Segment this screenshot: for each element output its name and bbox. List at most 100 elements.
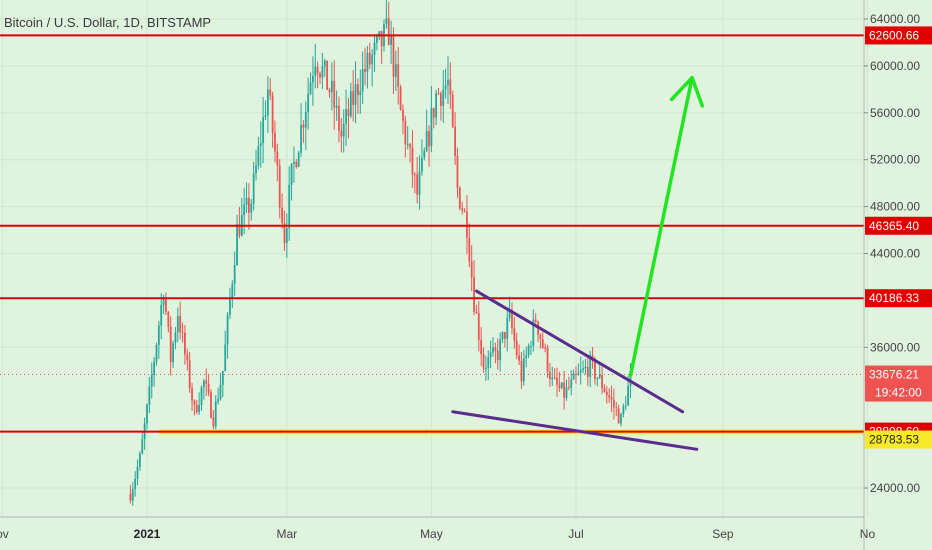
candle-body bbox=[610, 397, 613, 400]
candlesticks bbox=[129, 0, 632, 506]
candle-body bbox=[525, 355, 528, 359]
candle-body bbox=[328, 89, 331, 93]
candle-body bbox=[373, 42, 376, 55]
candle-body bbox=[330, 80, 333, 93]
candle-body bbox=[361, 69, 364, 92]
candle-body bbox=[489, 352, 492, 358]
candle-body bbox=[198, 404, 201, 413]
candle-body bbox=[494, 347, 497, 351]
candle-body bbox=[266, 89, 269, 116]
price-tick-label: 52000.00 bbox=[870, 153, 920, 167]
projection-arrow-head[interactable] bbox=[669, 75, 705, 108]
trendlines[interactable] bbox=[451, 75, 705, 451]
candle-body bbox=[290, 163, 293, 185]
candle-body bbox=[181, 332, 184, 334]
candle-body bbox=[146, 404, 148, 424]
candle-body bbox=[157, 325, 160, 346]
candle-body bbox=[546, 347, 549, 372]
candle-body bbox=[155, 345, 158, 362]
lower-wedge-trendline[interactable] bbox=[451, 410, 699, 451]
candle-body bbox=[418, 171, 421, 195]
candle-body bbox=[131, 489, 134, 501]
price-axis[interactable]: 24000.00 36000.00 44000.00 48000.00 52000.00… bbox=[864, 12, 920, 495]
candle-body bbox=[342, 123, 345, 137]
candle-body bbox=[409, 143, 411, 148]
candle-body bbox=[432, 108, 435, 118]
candle-body bbox=[612, 399, 615, 408]
candle-body bbox=[582, 368, 584, 371]
candle-body bbox=[229, 298, 231, 315]
candle-body bbox=[596, 377, 599, 379]
price-tick-label: 36000.00 bbox=[870, 340, 920, 354]
candle-body bbox=[506, 318, 509, 339]
candle-body bbox=[293, 161, 295, 164]
candle-body bbox=[411, 147, 414, 175]
candle-body bbox=[496, 350, 499, 361]
candle-body bbox=[473, 277, 475, 312]
candle-body bbox=[375, 36, 378, 43]
candle-body bbox=[544, 347, 547, 349]
candle-body bbox=[423, 150, 426, 158]
candle-body bbox=[174, 332, 177, 344]
time-tick-label: ov bbox=[0, 527, 9, 541]
candle-body bbox=[205, 380, 208, 384]
candle-body bbox=[219, 384, 222, 400]
candle-body bbox=[262, 116, 265, 144]
candle-body bbox=[136, 466, 139, 479]
candle-body bbox=[264, 115, 267, 117]
candle-body bbox=[513, 328, 516, 341]
candle-body bbox=[357, 84, 359, 95]
candle-body bbox=[248, 197, 250, 213]
candle-body bbox=[314, 66, 317, 76]
price-tick-label: 44000.00 bbox=[870, 247, 920, 261]
candle-body bbox=[323, 60, 326, 67]
candle-body bbox=[575, 373, 577, 375]
candle-body bbox=[134, 478, 137, 490]
candle-body bbox=[530, 345, 532, 347]
level-price-tag-bg bbox=[865, 216, 932, 235]
candle-body bbox=[195, 405, 198, 413]
candle-body bbox=[316, 66, 319, 74]
current-price-tag-bg bbox=[865, 365, 932, 402]
candle-body bbox=[255, 165, 257, 174]
candle-body bbox=[297, 152, 300, 167]
candle-body bbox=[572, 373, 575, 380]
candle-body bbox=[594, 360, 596, 379]
candle-body bbox=[188, 360, 191, 389]
candle-body bbox=[430, 108, 433, 147]
candle-body bbox=[214, 401, 217, 427]
candle-body bbox=[295, 161, 298, 167]
horizontal-levels[interactable] bbox=[0, 34, 864, 435]
candle-body bbox=[153, 361, 156, 376]
candle-body bbox=[458, 187, 461, 209]
time-axis[interactable]: ov 2021 Mar May Jul Sep No bbox=[0, 527, 875, 541]
candle-body bbox=[233, 265, 236, 284]
time-tick-label: Sep bbox=[712, 527, 734, 541]
candle-body bbox=[428, 131, 430, 147]
candle-body bbox=[312, 75, 314, 83]
candle-body bbox=[302, 124, 305, 128]
candle-body bbox=[397, 64, 400, 88]
candle-body bbox=[624, 405, 627, 407]
price-tick-label: 60000.00 bbox=[870, 59, 920, 73]
candle-body bbox=[345, 109, 347, 124]
upper-wedge-trendline[interactable] bbox=[474, 289, 685, 414]
candle-body bbox=[338, 105, 340, 131]
projection-arrow-shaft[interactable] bbox=[628, 75, 694, 378]
candle-body bbox=[165, 299, 167, 312]
candle-body bbox=[288, 184, 291, 229]
candle-body bbox=[485, 367, 487, 369]
candle-body bbox=[579, 370, 582, 373]
candle-body bbox=[461, 208, 464, 211]
candle-body bbox=[378, 31, 381, 37]
candle-body bbox=[390, 35, 393, 45]
candle-body bbox=[477, 313, 480, 340]
candle-body bbox=[226, 314, 229, 345]
candle-body bbox=[567, 387, 570, 389]
time-tick-label: Jul bbox=[568, 527, 583, 541]
candle-body bbox=[518, 355, 520, 361]
candle-body bbox=[160, 304, 163, 326]
candle-body bbox=[129, 493, 132, 501]
candle-body bbox=[186, 354, 189, 361]
